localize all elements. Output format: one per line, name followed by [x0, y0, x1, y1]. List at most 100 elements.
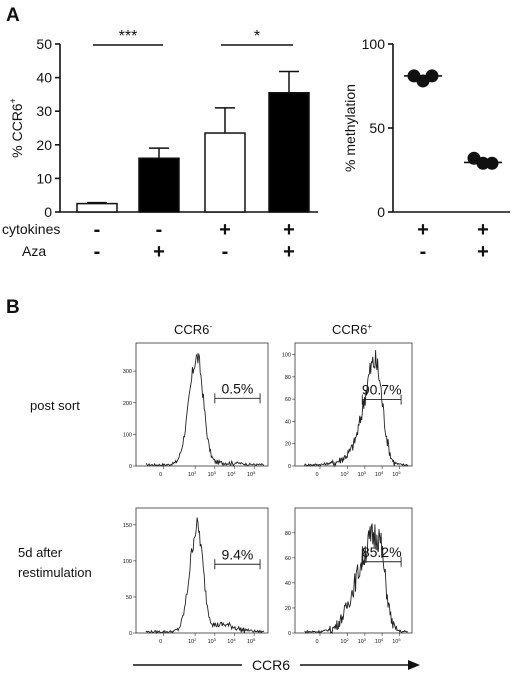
histogram-frame: [294, 507, 413, 634]
aza-sign: -: [222, 241, 229, 263]
aza-sign: +: [283, 241, 295, 263]
histogram-y-tick-label: 60: [285, 556, 291, 562]
aza-sign: +: [477, 241, 489, 263]
significance-label: ***: [119, 28, 138, 45]
histogram-x-tick-label: 102: [188, 637, 197, 645]
histogram-x-tick-label: 0: [159, 472, 162, 478]
row-label-aza: Aza: [22, 243, 46, 259]
histogram-y-tick-label: 20: [285, 442, 291, 448]
histogram-frame: [135, 507, 269, 634]
column-header-ccr6-neg: CCR6-: [174, 322, 212, 337]
column-header-ccr6-pos: CCR6+: [332, 322, 372, 337]
cytokines-sign: +: [219, 219, 231, 241]
histogram-x-tick-label: 0: [159, 639, 162, 645]
histogram-x-tick-label: 0: [315, 472, 318, 478]
sample-label-5d-after: 5d after: [18, 545, 63, 560]
histogram-x-tick-label: 102: [340, 470, 349, 478]
histogram-x-tick-label: 102: [188, 470, 197, 478]
histogram-y-tick-label: 40: [285, 581, 291, 587]
histogram-x-tick-label: 105: [247, 637, 256, 645]
scatter-point: [416, 74, 430, 88]
significance-label: *: [254, 28, 260, 45]
histogram-x-tick-label: 103: [358, 470, 367, 478]
gate-percent-label: 9.4%: [221, 546, 253, 562]
histogram-y-tick-label: 0: [129, 464, 132, 470]
aza-sign: +: [153, 241, 165, 263]
gate-percent-label: 0.5%: [221, 380, 253, 396]
sample-label-restimulation: restimulation: [18, 565, 92, 580]
histogram-y-tick-label: 100: [282, 353, 291, 359]
histogram-y-tick-label: 80: [285, 375, 291, 381]
bar-y-tick-label: 10: [36, 170, 52, 186]
histogram-frame: [135, 342, 269, 467]
histogram-x-tick-label: 103: [208, 637, 217, 645]
histogram-x-tick-label: 104: [227, 470, 236, 478]
ccr6-axis-label: CCR6: [252, 657, 290, 673]
bar: [268, 91, 310, 213]
histogram-x-tick-label: 102: [340, 637, 349, 645]
cytokines-sign: +: [417, 219, 429, 241]
histogram-x-tick-label: 103: [358, 637, 367, 645]
histogram-x-tick-label: 104: [375, 470, 384, 478]
bar-y-axis-title: % CCR6+: [8, 98, 25, 158]
scatter-y-tick-label: 0: [377, 204, 385, 220]
scatter-y-tick-label: 100: [362, 36, 386, 52]
row-label-cytokines: cytokines: [2, 221, 60, 237]
bar-y-tick-label: 50: [36, 36, 52, 52]
bar: [76, 202, 118, 213]
bar: [138, 157, 180, 213]
histogram-curve: [304, 350, 409, 468]
histogram-y-tick-label: 60: [285, 397, 291, 403]
aza-sign: -: [94, 241, 101, 263]
aza-sign: -: [420, 241, 427, 263]
scatter-point: [476, 156, 490, 170]
histogram-curve: [145, 517, 265, 635]
flow-histogram: 0 20 40 60 80 100 0 102 103 104 105 90.7%: [282, 342, 413, 478]
histogram-x-tick-label: 104: [375, 637, 384, 645]
cytokines-sign: -: [94, 219, 101, 241]
histogram-x-tick-label: 0: [315, 639, 318, 645]
histogram-curve: [145, 352, 265, 467]
scatter-chart: 0 50 100 % methylation: [342, 36, 510, 220]
histogram-y-tick-label: 200: [123, 401, 132, 407]
cytokines-sign: +: [477, 219, 489, 241]
bar: [204, 132, 246, 213]
bar-y-tick-label: 40: [36, 70, 52, 86]
arrow-head-icon: [408, 660, 420, 670]
ccr6-axis-arrow: CCR6: [133, 657, 420, 673]
scatter-y-tick-label: 50: [369, 120, 385, 136]
histogram-x-tick-label: 104: [227, 637, 236, 645]
flow-histogram: 0 100 200 300 0 102 103 104 105 0.5%: [123, 342, 269, 478]
histogram-y-tick-label: 100: [123, 432, 132, 438]
gate-percent-label: 90.7%: [362, 382, 402, 398]
scatter-y-axis-title: % methylation: [342, 84, 358, 172]
histogram-x-tick-label: 105: [392, 470, 401, 478]
bar-y-tick-label: 20: [36, 137, 52, 153]
panel-a-letter: A: [6, 5, 20, 26]
cytokines-sign: -: [156, 219, 163, 241]
flow-histogram: 0 20 40 60 80 0 102 103 104 105 85.2%: [285, 507, 413, 645]
histogram-y-tick-label: 40: [285, 419, 291, 425]
histogram-y-tick-label: 20: [285, 606, 291, 612]
histogram-x-tick-label: 105: [392, 637, 401, 645]
histogram-x-tick-label: 105: [247, 470, 256, 478]
histogram-y-tick-label: 50: [126, 595, 132, 601]
histogram-y-tick-label: 300: [123, 369, 132, 375]
histogram-y-tick-label: 0: [129, 631, 132, 637]
bar-y-tick-label: 30: [36, 103, 52, 119]
histogram-y-tick-label: 0: [288, 464, 291, 470]
gate-percent-label: 85.2%: [362, 544, 402, 560]
histogram-y-tick-label: 80: [285, 531, 291, 537]
histogram-y-tick-label: 0: [288, 631, 291, 637]
sample-label-post-sort: post sort: [30, 398, 80, 413]
histogram-y-tick-label: 100: [123, 559, 132, 565]
flow-histogram: 0 50 100 150 0 102 103 104 105 9.4%: [123, 507, 269, 645]
histogram-y-tick-label: 150: [123, 523, 132, 529]
scatter-point: [485, 156, 499, 170]
cytokines-sign: +: [283, 219, 295, 241]
panel-b-letter: B: [6, 297, 20, 318]
histogram-curve: [304, 523, 409, 635]
histogram-x-tick-label: 103: [208, 470, 217, 478]
